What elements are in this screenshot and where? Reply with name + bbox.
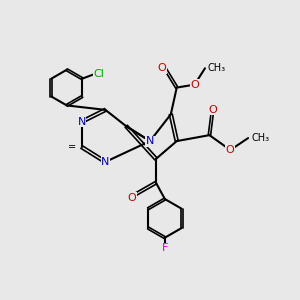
Text: F: F <box>162 243 168 253</box>
Text: O: O <box>128 193 136 202</box>
Text: CH₃: CH₃ <box>208 63 226 73</box>
Text: O: O <box>158 63 166 73</box>
Text: N: N <box>101 157 110 167</box>
Text: Cl: Cl <box>93 69 104 79</box>
Text: O: O <box>226 145 235 155</box>
Text: CH₃: CH₃ <box>251 133 269 143</box>
Text: O: O <box>208 105 217 115</box>
Text: N: N <box>77 117 86 127</box>
Text: N: N <box>146 136 154 146</box>
Text: =: = <box>68 142 76 152</box>
Text: O: O <box>190 80 199 90</box>
